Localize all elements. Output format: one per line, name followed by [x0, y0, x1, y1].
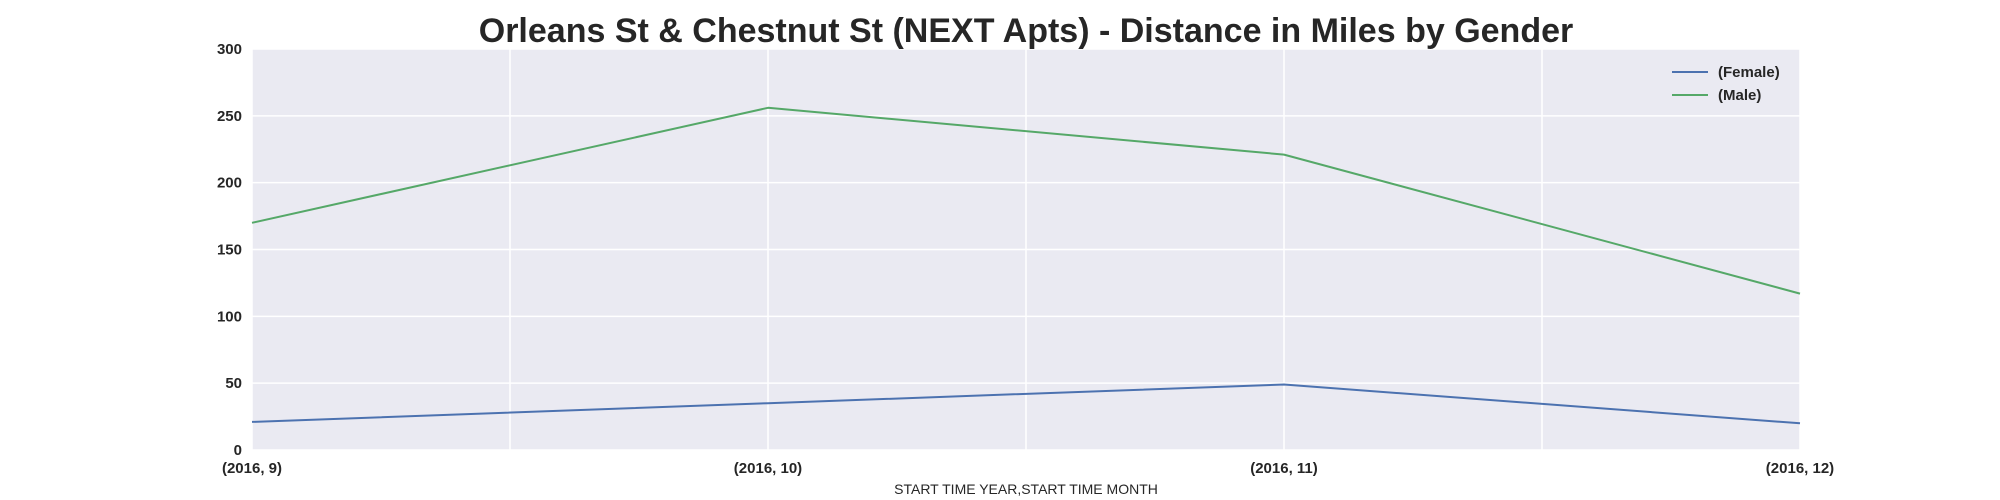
grid-lines: [251, 48, 1801, 451]
y-tick-labels: 0 50 100 150 200 250 300: [217, 41, 242, 459]
x-tick-label: (2016, 12): [1766, 460, 1834, 477]
legend-label: (Female): [1718, 64, 1780, 81]
y-tick-label: 100: [217, 308, 242, 325]
x-tick-label: (2016, 10): [734, 460, 802, 477]
x-tick-labels: (2016, 9) (2016, 10) (2016, 11) (2016, 12): [222, 460, 1834, 477]
series-line-male: [251, 106, 1801, 295]
chart-title: Orleans St & Chestnut St (NEXT Apts) - D…: [479, 12, 1573, 50]
y-tick-label: 200: [217, 175, 242, 192]
y-tick-label: 150: [217, 242, 242, 259]
legend-label: (Male): [1718, 87, 1761, 104]
y-tick-label: 50: [225, 375, 242, 392]
x-tick-label: (2016, 9): [222, 460, 282, 477]
y-tick-label: 0: [234, 442, 242, 459]
series-lines: [251, 106, 1801, 425]
y-tick-label: 250: [217, 108, 242, 125]
x-tick-label: (2016, 11): [1250, 460, 1318, 477]
y-tick-label: 300: [217, 41, 242, 58]
series-line-female: [251, 383, 1801, 425]
legend: (Female) (Male): [1672, 64, 1780, 104]
x-axis-label: START TIME YEAR,START TIME MONTH: [894, 481, 1158, 497]
